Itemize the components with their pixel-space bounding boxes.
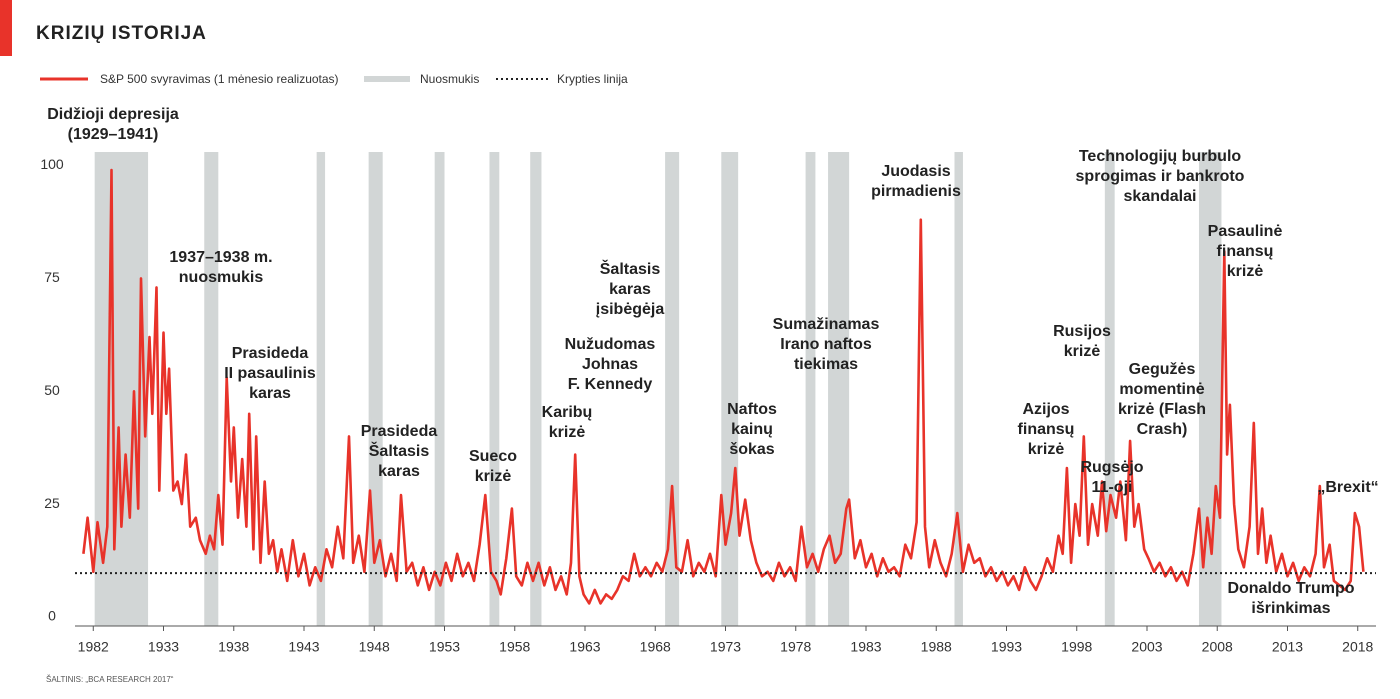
legend-label: S&P 500 svyravimas (1 mėnesio realizuota… — [100, 72, 339, 86]
annotation: Šaltasis — [600, 259, 661, 278]
recession-band — [828, 152, 850, 626]
annotation: 11-oji — [1092, 479, 1133, 496]
recession-band — [1104, 152, 1115, 626]
accent-bar — [0, 0, 12, 56]
y-tick-label: 75 — [44, 269, 60, 285]
recession-band — [721, 152, 739, 626]
recession-band — [316, 152, 326, 626]
annotation: Šaltasis — [369, 441, 430, 460]
annotation: Juodasis — [881, 163, 950, 180]
x-tick-label: 1998 — [1061, 639, 1092, 655]
recession-band — [1198, 152, 1222, 626]
series-line — [82, 168, 1365, 605]
annotation: Azijos — [1022, 401, 1069, 418]
x-tick-label: 1978 — [780, 639, 811, 655]
annotation: Technologijų burbulo — [1079, 148, 1242, 165]
legend-label: Krypties linija — [557, 72, 628, 86]
x-tick-label: 2003 — [1131, 639, 1162, 655]
x-tick-label: 2008 — [1202, 639, 1233, 655]
y-tick-label: 100 — [40, 156, 64, 172]
annotation: nuosmukis — [179, 269, 264, 286]
x-tick-label: 1983 — [850, 639, 881, 655]
annotation: krizė — [549, 424, 586, 441]
chart-title: KRIZIŲ ISTORIJA — [36, 23, 207, 44]
x-tick-label: 1948 — [359, 639, 390, 655]
annotation: Prasideda — [232, 345, 309, 362]
annotation: karas — [378, 463, 420, 480]
x-tick-label: 2013 — [1272, 639, 1303, 655]
annotation: Johnas — [582, 356, 638, 373]
annotation: Pasaulinė — [1208, 223, 1283, 240]
x-tick-label: 1982 — [78, 639, 109, 655]
annotation: Naftos — [727, 401, 777, 418]
x-tick-label: 1953 — [429, 639, 460, 655]
annotation: Crash) — [1137, 421, 1188, 438]
annotation: pirmadienis — [871, 183, 961, 200]
annotation: tiekimas — [794, 356, 858, 373]
x-tick-label: 1968 — [640, 639, 671, 655]
annotation: sprogimas ir bankroto — [1076, 168, 1245, 185]
x-tick-label: 1938 — [218, 639, 249, 655]
x-tick-label: 1988 — [921, 639, 952, 655]
x-tick-label: 1933 — [148, 639, 179, 655]
annotation: F. Kennedy — [568, 376, 653, 393]
annotation: krizė — [1064, 343, 1101, 360]
recession-band — [204, 152, 219, 626]
legend-label: Nuosmukis — [420, 72, 479, 86]
annotation: karas — [249, 385, 291, 402]
annotation: karas — [609, 281, 651, 298]
x-tick-label: 1993 — [991, 639, 1022, 655]
annotation: Irano naftos — [780, 336, 872, 353]
recession-band — [665, 152, 680, 626]
annotation: šokas — [729, 441, 774, 458]
annotation: „Brexit“ — [1317, 479, 1378, 496]
x-tick-label: 1973 — [710, 639, 741, 655]
annotation: Gegužės — [1129, 361, 1196, 378]
recession-band — [489, 152, 500, 626]
x-tick-label: 1943 — [288, 639, 319, 655]
annotation: išrinkimas — [1251, 600, 1330, 617]
annotation: įsibėgėja — [596, 301, 665, 318]
annotation: Rusijos — [1053, 323, 1111, 340]
recession-band — [434, 152, 445, 626]
annotation: II pasaulinis — [224, 365, 316, 382]
annotation: (1929–1941) — [68, 126, 159, 143]
y-tick-label: 25 — [44, 495, 60, 511]
source: ŠALTINIS: „BCA RESEARCH 2017“ — [46, 675, 174, 684]
recession-band — [530, 152, 542, 626]
recession-band — [805, 152, 816, 626]
y-tick-label: 0 — [48, 608, 56, 624]
annotation: Prasideda — [361, 423, 438, 440]
annotation: skandalai — [1124, 188, 1197, 205]
annotation: krizė — [1028, 441, 1065, 458]
x-tick-label: 1963 — [569, 639, 600, 655]
annotation: Nužudomas — [565, 336, 656, 353]
annotation: krizė — [1227, 263, 1264, 280]
annotation: kainų — [731, 421, 773, 438]
annotation: finansų — [1018, 421, 1075, 438]
annotation: finansų — [1217, 243, 1274, 260]
annotation: Didžioji depresija — [47, 106, 179, 123]
x-tick-label: 1958 — [499, 639, 530, 655]
recession-band — [954, 152, 963, 626]
annotation: Donaldo Trumpo — [1227, 580, 1354, 597]
annotation: Sueco — [469, 448, 517, 465]
y-tick-label: 50 — [44, 382, 60, 398]
annotation: krizė (Flash — [1118, 401, 1206, 418]
annotation: Karibų — [542, 404, 593, 421]
annotation: Sumažinamas — [773, 316, 880, 333]
annotation: Rugsėjo — [1080, 459, 1143, 476]
annotation: krizė — [475, 468, 512, 485]
x-tick-label: 2018 — [1342, 639, 1373, 655]
annotation: momentinė — [1119, 381, 1204, 398]
annotation: 1937–1938 m. — [169, 249, 272, 266]
